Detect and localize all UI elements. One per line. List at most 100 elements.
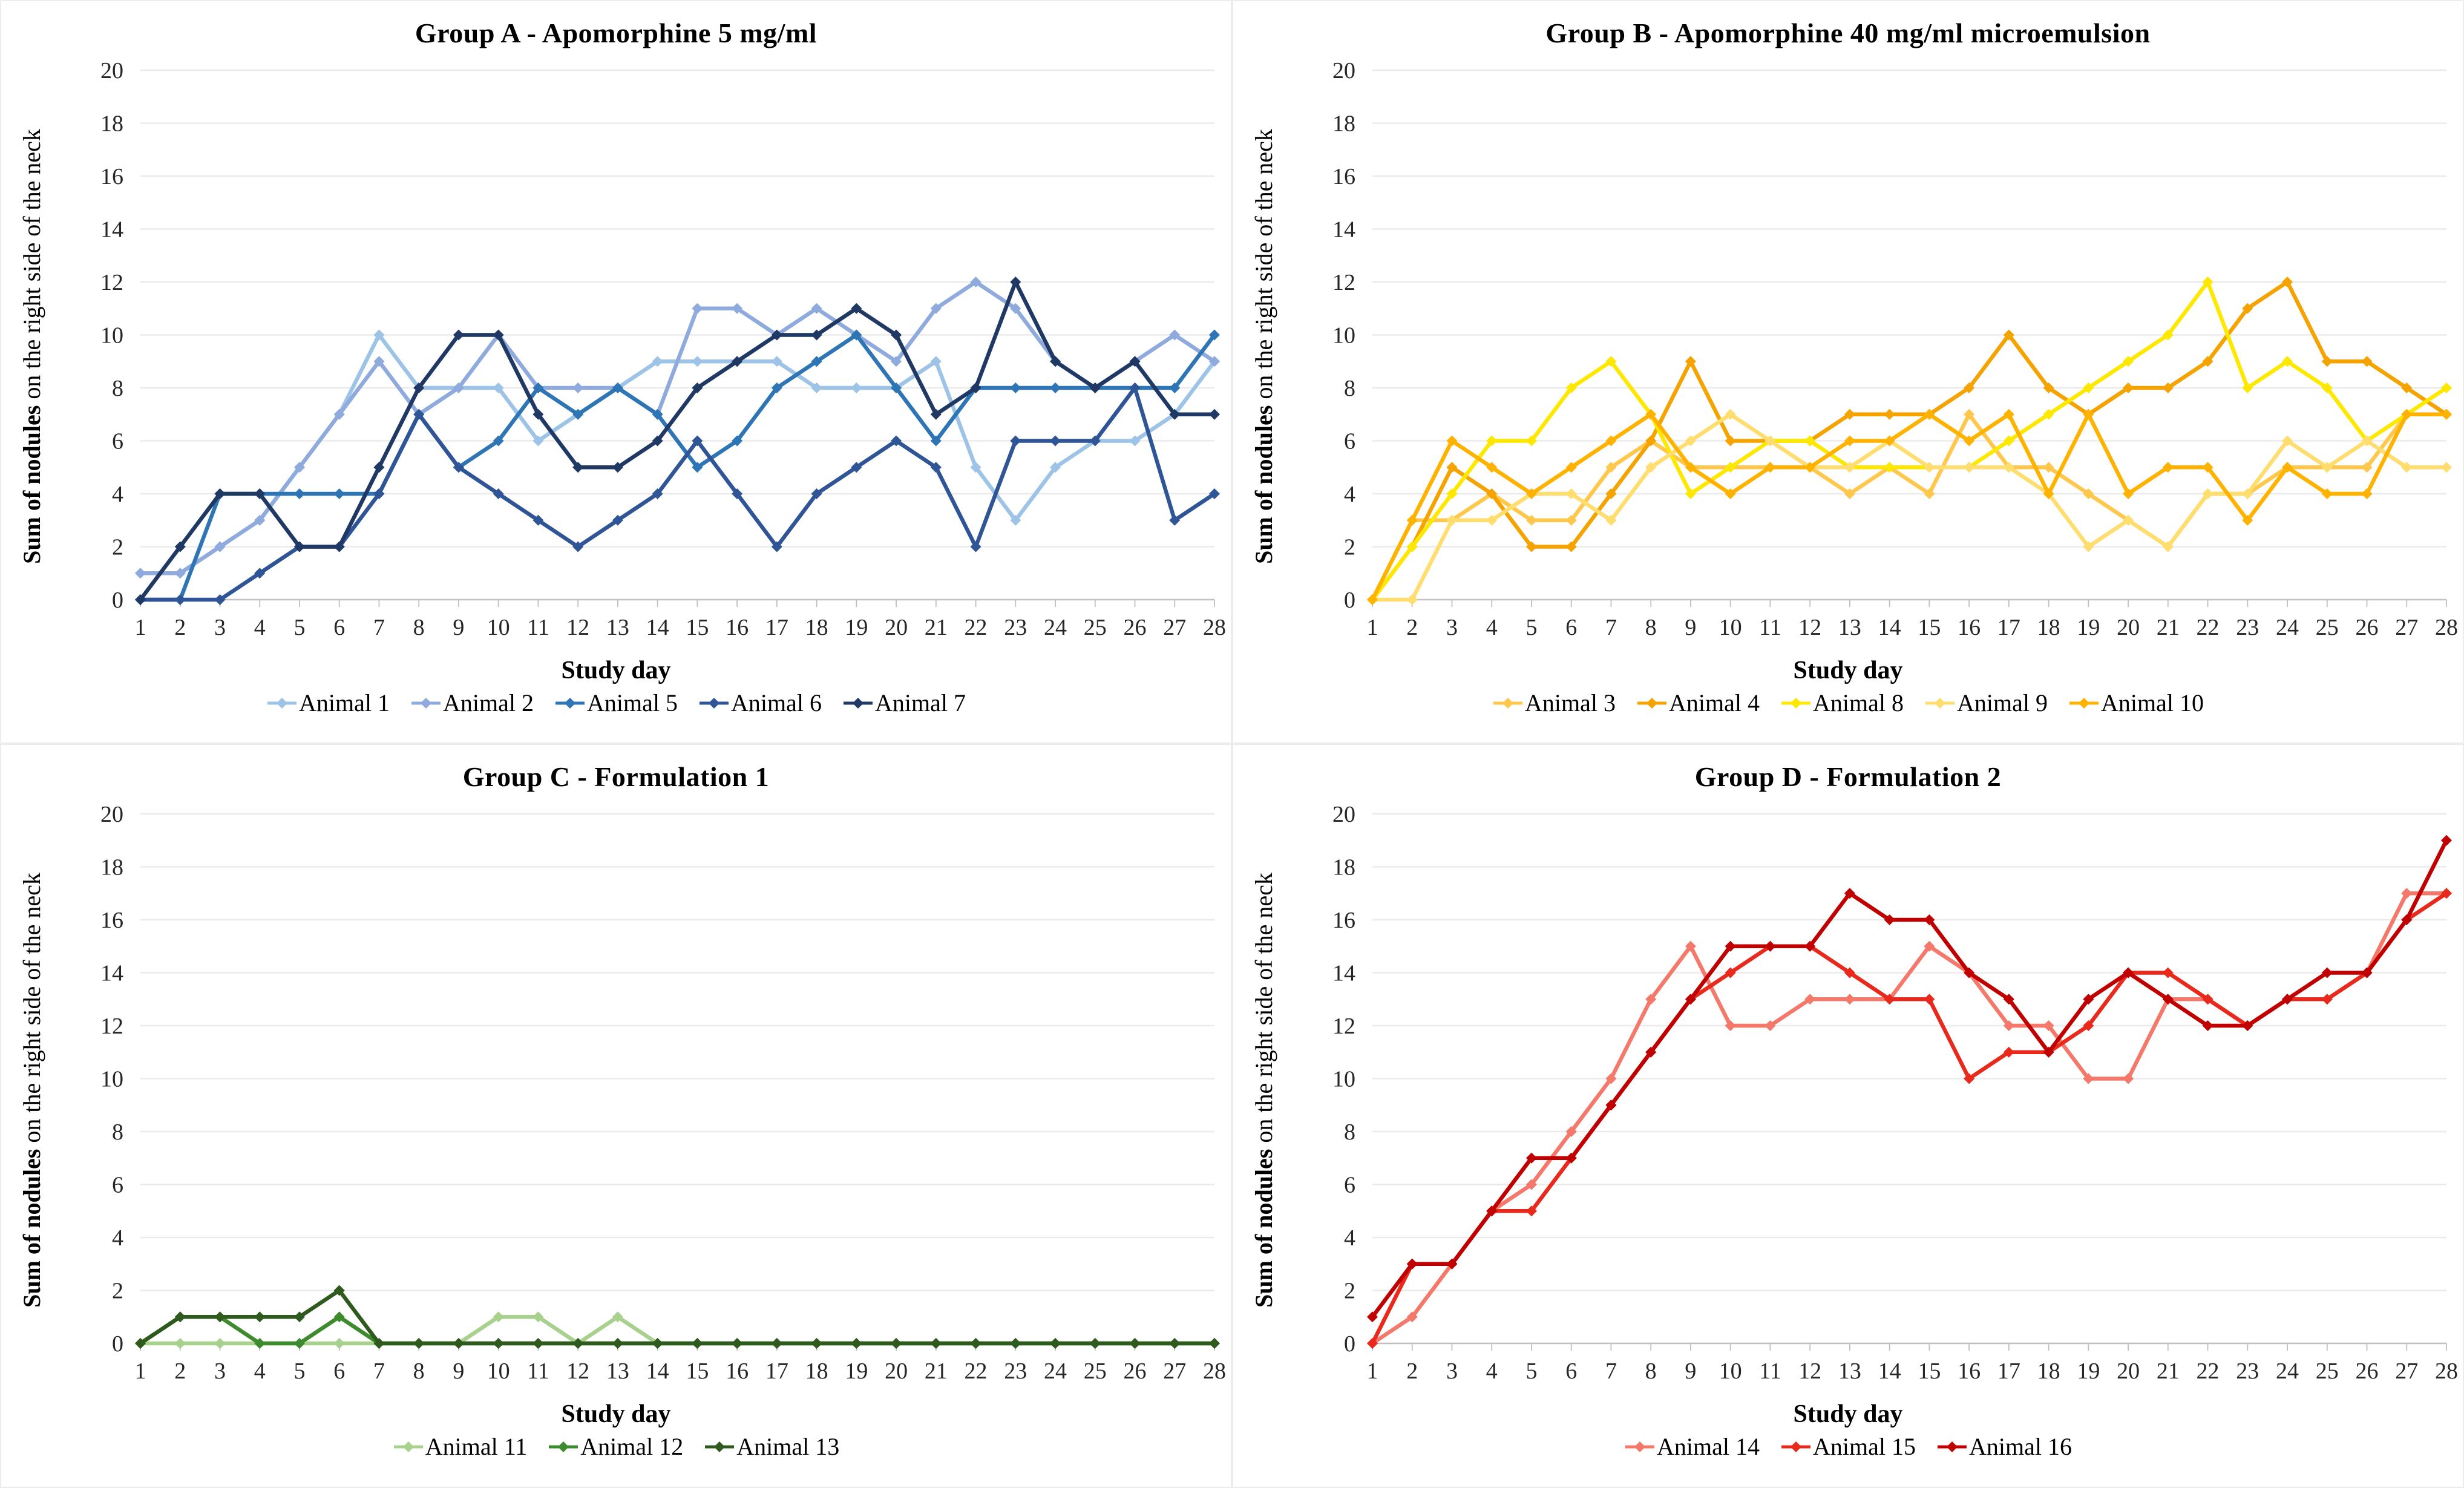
data-point <box>1010 303 1021 314</box>
data-point <box>1884 435 1895 447</box>
data-point <box>1050 356 1061 367</box>
data-point <box>2162 329 2174 341</box>
data-point <box>2003 1046 2014 1058</box>
y-tick-label: 18 <box>1332 111 1355 137</box>
data-point <box>254 488 266 499</box>
data-point <box>930 462 942 473</box>
x-tick-label: 2 <box>174 615 186 640</box>
data-point <box>572 1338 584 1349</box>
data-point <box>732 356 743 367</box>
data-point <box>811 1338 822 1349</box>
y-tick-label: 8 <box>112 1119 123 1145</box>
data-point <box>135 568 146 579</box>
y-axis-label-bold: Sum of nodules <box>18 405 45 564</box>
data-point <box>1129 356 1141 367</box>
data-point <box>1486 488 1498 499</box>
x-tick-label: 21 <box>2157 615 2180 640</box>
data-point <box>1764 1020 1776 1031</box>
data-point <box>1169 408 1181 420</box>
y-tick-label: 16 <box>1332 908 1355 933</box>
y-tick-label: 10 <box>100 323 123 349</box>
data-point <box>1725 488 1736 499</box>
legend-group-a: Animal 1 Animal 2 Animal 5 Animal 6 Animal 7 <box>1 689 1231 717</box>
data-point <box>692 435 703 447</box>
y-axis-label-bold: Sum of nodules <box>18 1149 45 1308</box>
legend-label: Animal 12 <box>580 1433 684 1460</box>
x-tick-label: 11 <box>527 1359 549 1384</box>
data-point <box>692 1338 703 1349</box>
legend-label: Animal 1 <box>299 689 390 716</box>
legend-label: Animal 15 <box>1813 1433 1916 1460</box>
data-point <box>1605 514 1617 526</box>
x-tick-label: 13 <box>606 1359 629 1384</box>
x-tick-label: 21 <box>925 615 948 640</box>
data-point <box>254 1311 266 1323</box>
x-tick-label: 25 <box>2316 615 2339 640</box>
legend-label: Animal 9 <box>1956 689 2048 716</box>
data-point <box>2441 834 2452 846</box>
data-point <box>532 408 544 420</box>
y-tick-label: 8 <box>1344 376 1355 401</box>
data-point <box>811 356 822 367</box>
y-axis-label-group-c: Sum of nodules on the right side of the … <box>12 793 51 1386</box>
data-point <box>2083 382 2094 393</box>
legend-item-animal-11: Animal 11 <box>393 1432 527 1461</box>
x-tick-label: 19 <box>2077 1359 2100 1384</box>
data-point <box>1089 382 1101 393</box>
x-tick-label: 19 <box>845 1359 868 1384</box>
data-point <box>293 1311 305 1323</box>
series-animal-15 <box>1367 888 2452 1349</box>
legend-item-animal-3: Animal 3 <box>1492 689 1616 717</box>
data-point <box>1725 940 1736 952</box>
x-tick-label: 13 <box>606 615 629 640</box>
x-tick-label: 1 <box>1367 1359 1378 1384</box>
chart-title-group-b: Group B - Apomorphine 40 mg/ml microemul… <box>1545 18 2151 48</box>
x-tick-label: 4 <box>1486 615 1498 640</box>
data-point <box>2043 462 2054 473</box>
x-tick-label: 28 <box>2435 1359 2458 1384</box>
legend-group-d: Animal 14 Animal 15 Animal 16 <box>1233 1432 2463 1461</box>
y-tick-label: 2 <box>1344 1279 1355 1304</box>
data-point <box>2202 356 2213 367</box>
data-point <box>930 356 942 367</box>
data-point <box>1565 488 1577 499</box>
legend-marker-icon <box>1781 697 1810 709</box>
data-point <box>811 382 822 393</box>
data-point <box>2242 303 2253 314</box>
data-point <box>2401 462 2413 473</box>
legend-label: Animal 5 <box>587 689 678 716</box>
x-tick-label: 7 <box>373 1359 385 1384</box>
y-axis-label-rest: on the right side of the neck <box>1250 128 1277 405</box>
y-tick-label: 14 <box>1332 217 1355 243</box>
data-point <box>612 382 623 393</box>
data-point <box>1645 994 1657 1005</box>
data-point <box>1964 1073 1975 1084</box>
data-point <box>732 435 743 447</box>
gridlines <box>140 69 1214 601</box>
data-point <box>851 462 862 473</box>
data-point <box>1525 435 1537 447</box>
y-axis-label-rest: on the right side of the neck <box>18 128 45 405</box>
series-animal-14 <box>1367 888 2452 1349</box>
data-point <box>1050 462 1061 473</box>
data-point <box>1525 488 1537 499</box>
x-tick-label: 3 <box>214 615 226 640</box>
data-point <box>732 488 743 499</box>
x-tick-label: 4 <box>1486 1359 1498 1384</box>
x-tick-label: 14 <box>1878 615 1901 640</box>
x-tick-label: 15 <box>1918 1359 1941 1384</box>
data-point <box>1725 408 1736 420</box>
data-point <box>1565 541 1577 552</box>
legend-label: Animal 6 <box>730 689 822 716</box>
data-point <box>612 514 623 526</box>
legend-item-animal-15: Animal 15 <box>1780 1432 1916 1461</box>
data-point <box>453 382 464 393</box>
x-tick-label: 19 <box>2077 615 2100 640</box>
legend-label: Animal 2 <box>443 689 534 716</box>
data-point <box>891 329 902 341</box>
x-tick-label: 25 <box>1084 615 1107 640</box>
data-point <box>453 462 464 473</box>
data-point <box>1129 1338 1141 1349</box>
y-tick-label: 0 <box>112 1331 123 1357</box>
